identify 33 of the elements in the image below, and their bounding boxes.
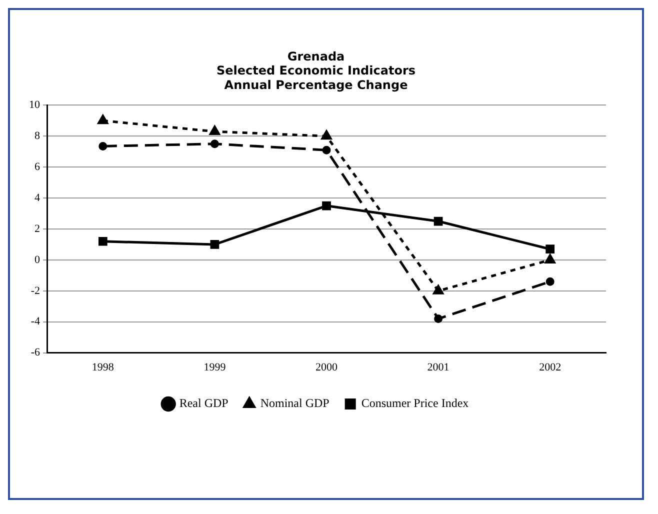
point: [433, 285, 444, 294]
y-tick-label: 6: [34, 160, 40, 173]
y-tick-label: 10: [29, 99, 40, 112]
x-tick-label: 2001: [427, 361, 450, 374]
point: [210, 140, 219, 148]
y-tick-label: 0: [34, 254, 40, 266]
point: [210, 240, 220, 249]
chart-title: Grenada Selected Economic Indicators Annual Percentage Change: [216, 49, 416, 92]
point: [322, 201, 331, 210]
legend-label: Consumer Price Index: [361, 396, 469, 410]
x-tick-label: 1999: [204, 361, 226, 374]
y-tick-label: -2: [30, 284, 40, 297]
point: [98, 142, 108, 150]
point: [98, 236, 108, 246]
legend-label: Nominal GDP: [260, 396, 330, 410]
y-tick-label: 2: [34, 222, 40, 235]
point: [322, 146, 331, 154]
point: [98, 114, 108, 124]
x-tick-label: 2002: [539, 361, 562, 374]
x-tick-label: 1998: [92, 361, 114, 374]
y-tick-label: 8: [34, 130, 40, 142]
x-tick-label: 2000: [316, 361, 338, 374]
point: [434, 216, 443, 226]
point: [321, 130, 332, 140]
point: [434, 314, 443, 324]
point: [546, 277, 554, 286]
y-tick-label: -4: [30, 316, 40, 328]
point: [544, 254, 556, 264]
y-tick-label: 4: [34, 192, 40, 204]
point: [546, 244, 555, 254]
legend-label: Real GDP: [179, 396, 229, 410]
y-tick-label: -6: [30, 346, 40, 359]
point: [210, 126, 220, 136]
